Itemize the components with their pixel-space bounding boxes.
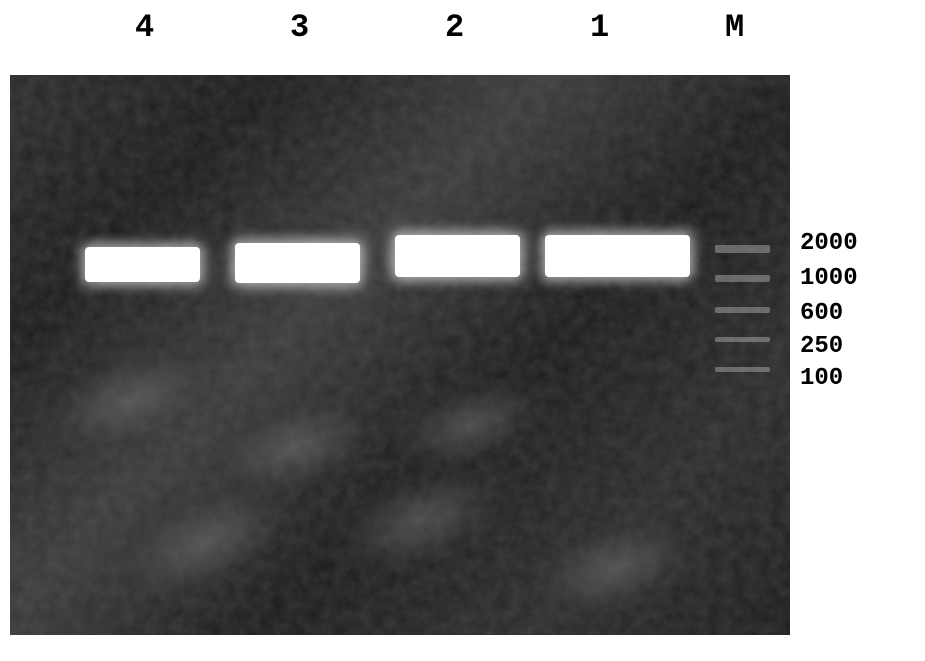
lane-labels-row: 4 3 2 1 M — [0, 5, 780, 50]
band-lane-1 — [545, 235, 690, 277]
band-lane-2 — [395, 235, 520, 277]
marker-label-1000: 1000 — [800, 265, 858, 292]
marker-band-600 — [715, 307, 770, 313]
band-lane-4 — [85, 247, 200, 282]
figure-container: 4 3 2 1 M — [0, 0, 925, 661]
marker-band-2000 — [715, 245, 770, 253]
lane-label-1: 1 — [590, 9, 609, 46]
marker-band-1000 — [715, 275, 770, 282]
lane-label-3: 3 — [290, 9, 309, 46]
gel-image — [10, 75, 790, 635]
marker-label-100: 100 — [800, 365, 843, 392]
marker-size-labels: 2000 1000 600 250 100 — [800, 75, 920, 635]
marker-label-600: 600 — [800, 300, 843, 327]
lane-label-4: 4 — [135, 9, 154, 46]
marker-band-250 — [715, 337, 770, 342]
marker-label-250: 250 — [800, 333, 843, 360]
band-lane-3 — [235, 243, 360, 283]
marker-label-2000: 2000 — [800, 230, 858, 257]
lane-label-marker: M — [725, 9, 744, 46]
marker-band-100 — [715, 367, 770, 372]
lane-label-2: 2 — [445, 9, 464, 46]
